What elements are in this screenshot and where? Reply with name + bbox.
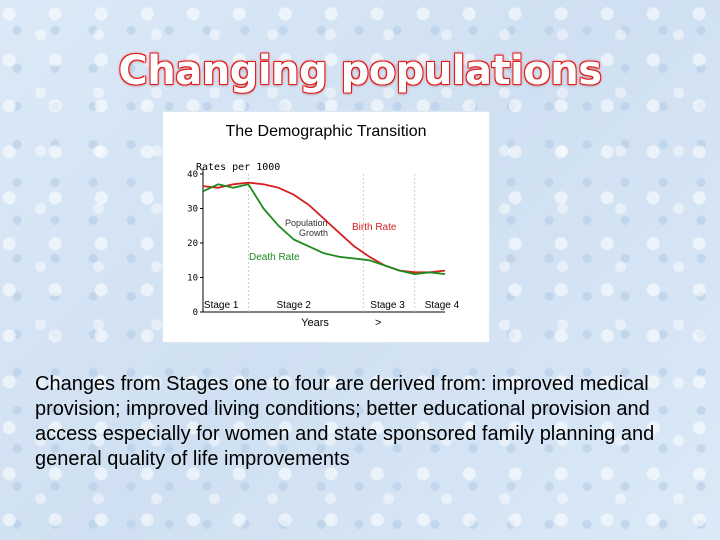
- stage-label-3: Stage 3: [370, 300, 405, 311]
- death-rate-label: Death Rate: [249, 252, 300, 263]
- chart-axes: [202, 168, 445, 313]
- stage-label-2: Stage 2: [277, 300, 312, 311]
- slide-title: Changing populations: [118, 48, 602, 94]
- chart-svg: The Demographic Transition Rates per 100…: [187, 123, 460, 329]
- y-tick-label: 10: [187, 274, 198, 284]
- chart-title: The Demographic Transition: [226, 123, 427, 140]
- y-tick-label: 40: [187, 170, 198, 180]
- y-axis-label: Rates per 1000: [196, 162, 280, 173]
- population-growth-label-line1: Population: [285, 218, 328, 228]
- death-rate-line: [202, 183, 446, 276]
- demographic-transition-chart: The Demographic Transition Rates per 100…: [163, 112, 489, 342]
- x-axis-label: Years: [301, 317, 329, 329]
- population-growth-label-line2: Growth: [299, 228, 328, 238]
- stage-dividers: [247, 174, 416, 312]
- chart-ticks: 0 10 20 30 40: [187, 170, 203, 318]
- y-tick-label: 20: [187, 239, 198, 249]
- stage-label-4: Stage 4: [425, 300, 460, 311]
- chart-series: [202, 181, 446, 276]
- slide-body-text: Changes from Stages one to four are deri…: [35, 373, 655, 470]
- stage-labels: Stage 1 Stage 2 Stage 3 Stage 4: [204, 300, 460, 311]
- x-axis-arrow: >: [375, 317, 381, 329]
- y-tick-label: 30: [187, 205, 198, 215]
- y-tick-label: 0: [193, 308, 198, 318]
- stage-label-1: Stage 1: [204, 300, 239, 311]
- birth-rate-label: Birth Rate: [352, 222, 397, 233]
